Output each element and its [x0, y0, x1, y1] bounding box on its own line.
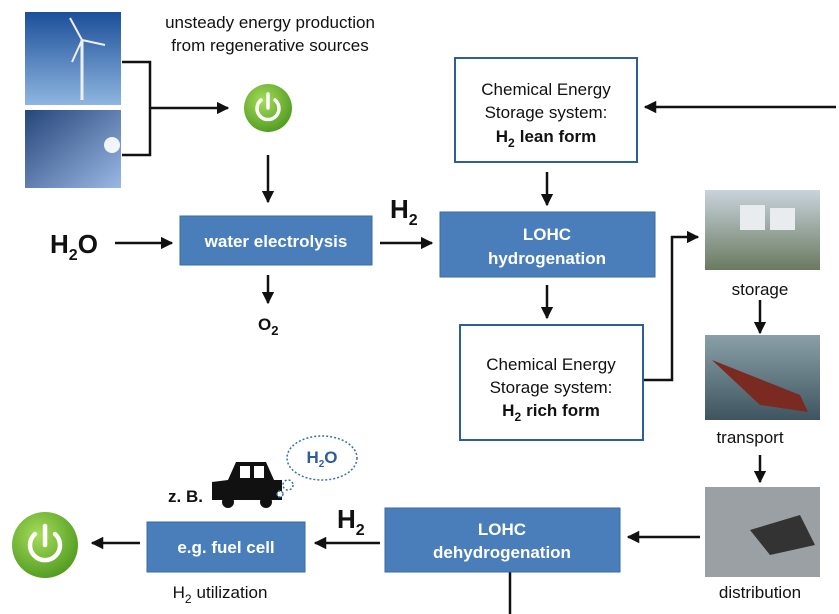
h2-label: H2: [390, 194, 418, 229]
logistics-label: storage: [732, 280, 789, 299]
utilization-label: H2 utilization: [173, 583, 268, 606]
base: H: [337, 504, 356, 534]
solar-photo: [25, 110, 121, 188]
lean-box: [454, 57, 638, 163]
tail: O: [324, 448, 337, 467]
tail: rich form: [526, 401, 600, 420]
base: H: [50, 229, 69, 259]
thought-bubble: [276, 435, 358, 498]
car: [212, 462, 282, 508]
box-label: dehydrogenation: [433, 543, 571, 562]
fuel-cell-box: [146, 521, 306, 573]
tail: lean form: [520, 127, 597, 146]
box-label: water electrolysis: [204, 232, 348, 251]
tank: [770, 208, 795, 230]
tail: O: [78, 229, 98, 259]
sub: 2: [271, 323, 278, 338]
example-label: z. B.: [168, 487, 203, 506]
h2-label: H2: [337, 504, 365, 539]
electrolysis-box: [179, 215, 373, 266]
sub: 2: [356, 522, 365, 539]
box-label: Chemical Energy: [481, 80, 611, 99]
box-label: Storage system:: [485, 103, 608, 122]
power-icon: [12, 512, 78, 578]
power-icon: [244, 84, 292, 132]
rich-box: [459, 324, 644, 441]
sub: 2: [514, 410, 521, 424]
turbine-blades: [69, 17, 106, 63]
box-label: Chemical Energy: [486, 355, 616, 374]
tank: [740, 205, 765, 230]
logistics-label: transport: [716, 428, 783, 447]
box-label: H2 lean form: [496, 127, 597, 150]
base: O: [258, 315, 271, 334]
base: H: [502, 401, 514, 420]
o2-label: O2: [258, 315, 278, 338]
box-label: H2 rich form: [502, 401, 600, 424]
sub: 2: [319, 459, 325, 470]
dehydrogenation-box: [384, 507, 621, 573]
h2o-label: H2O: [50, 229, 98, 264]
sub: 2: [185, 592, 192, 606]
nozzle: [750, 515, 815, 555]
logistics-label: distribution: [719, 583, 801, 602]
sub: 2: [409, 212, 418, 229]
exhaust-label: H2O: [306, 448, 337, 470]
note: from regenerative sources: [171, 36, 368, 55]
hydrogenation-box: [439, 211, 656, 278]
base: H: [173, 583, 185, 602]
tail: utilization: [197, 583, 268, 602]
box-label: Storage system:: [490, 378, 613, 397]
base: H: [306, 448, 318, 467]
box-label: LOHC: [523, 225, 571, 244]
ship: [712, 360, 808, 412]
base: H: [496, 127, 508, 146]
bracket: [122, 60, 152, 157]
sun: [104, 137, 120, 153]
arrow: [643, 230, 700, 382]
box-label: LOHC: [478, 520, 526, 539]
box-label: e.g. fuel cell: [177, 538, 274, 557]
base: H: [390, 194, 409, 224]
box-label: hydrogenation: [488, 249, 606, 268]
sub: 2: [508, 136, 515, 150]
note: unsteady energy production: [165, 13, 375, 32]
sub: 2: [69, 247, 78, 264]
